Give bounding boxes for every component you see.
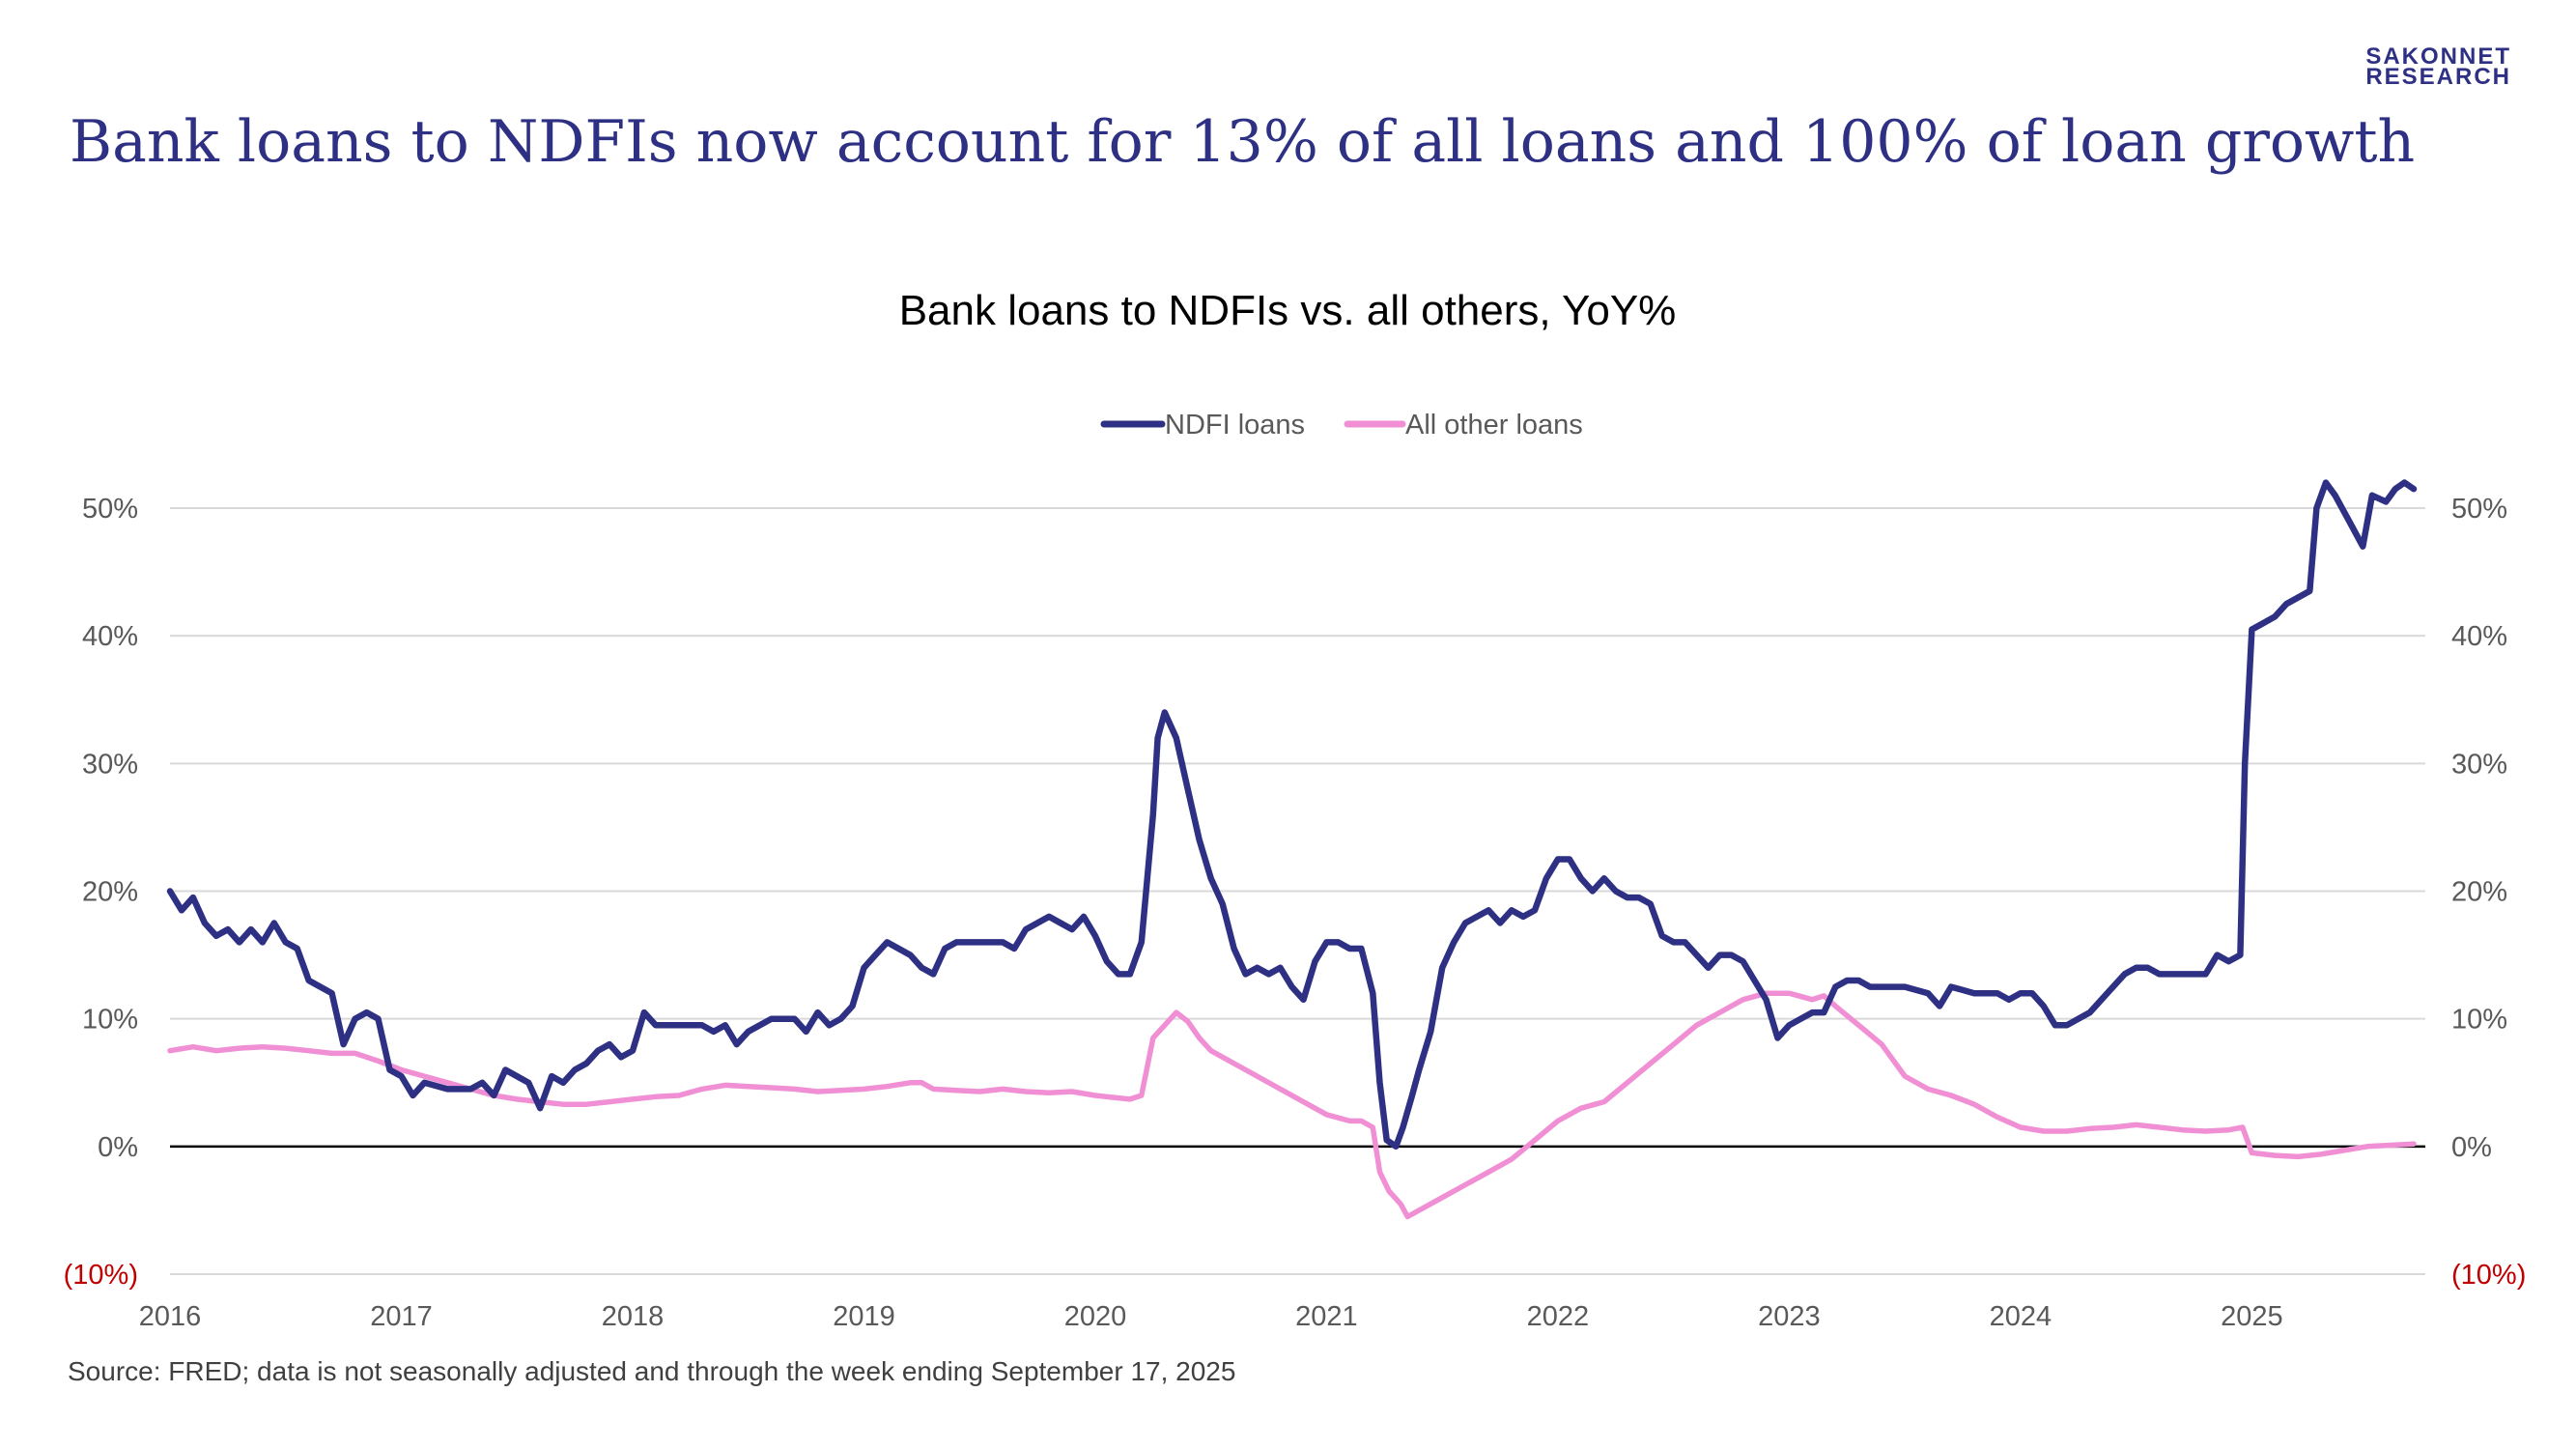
x-tick-label: 2023 <box>1758 1301 1821 1332</box>
legend: NDFI loans All other loans <box>1100 410 1583 440</box>
y-tick-label-left: 20% <box>82 877 138 908</box>
series-line-all-other-loans <box>167 990 2417 1220</box>
gridlines <box>170 507 2425 1275</box>
y-tick-label-left: 50% <box>82 494 138 525</box>
legend-label-ndfi: NDFI loans <box>1165 410 1305 440</box>
y-tick-label-right: 20% <box>2451 877 2507 908</box>
y-tick-label-right: 0% <box>2451 1132 2492 1163</box>
source-note: Source: FRED; data is not seasonally adj… <box>68 1356 1236 1386</box>
x-tick-label: 2019 <box>833 1301 895 1332</box>
x-tick-label: 2020 <box>1064 1301 1127 1332</box>
legend-label-other: All other loans <box>1405 410 1583 440</box>
brand-logo: SAKONNET RESEARCH <box>2365 43 2511 90</box>
x-tick-label: 2025 <box>2221 1301 2283 1332</box>
chart-title: Bank loans to NDFIs vs. all others, YoY% <box>899 287 1677 334</box>
y-tick-label-right: 40% <box>2451 621 2507 652</box>
brand-line-1: SAKONNET <box>2365 43 2511 70</box>
x-tick-label: 2024 <box>1990 1301 2052 1332</box>
y-tick-label-right: 10% <box>2451 1005 2507 1036</box>
y-tick-label-left: 30% <box>82 749 138 780</box>
x-axis: 2016 2017 2018 2019 2020 2021 2022 2023 2024 2025 <box>139 1301 2283 1332</box>
y-tick-label-right: 50% <box>2451 494 2507 525</box>
y-tick-label-right: (10%) <box>2451 1260 2526 1291</box>
y-tick-label-left: (10%) <box>64 1260 138 1291</box>
x-tick-label: 2018 <box>602 1301 665 1332</box>
x-tick-label: 2017 <box>370 1301 433 1332</box>
y-axis-left: 50% 40% 30% 20% 10% 0% (10%) <box>64 494 138 1291</box>
x-tick-label: 2021 <box>1295 1301 1358 1332</box>
y-axis-right: 50% 40% 30% 20% 10% 0% (10%) <box>2451 494 2526 1291</box>
y-tick-label-left: 10% <box>82 1005 138 1036</box>
x-tick-label: 2022 <box>1527 1301 1590 1332</box>
page-title: Bank loans to NDFIs now account for 13% … <box>70 108 2416 176</box>
series-lines <box>166 479 2418 1220</box>
series-line-ndfi-loans <box>166 479 2418 1151</box>
y-tick-label-left: 40% <box>82 621 138 652</box>
x-tick-label: 2016 <box>139 1301 202 1332</box>
y-tick-label-left: 0% <box>98 1132 138 1163</box>
y-tick-label-right: 30% <box>2451 749 2507 780</box>
brand-line-2: RESEARCH <box>2365 64 2511 90</box>
